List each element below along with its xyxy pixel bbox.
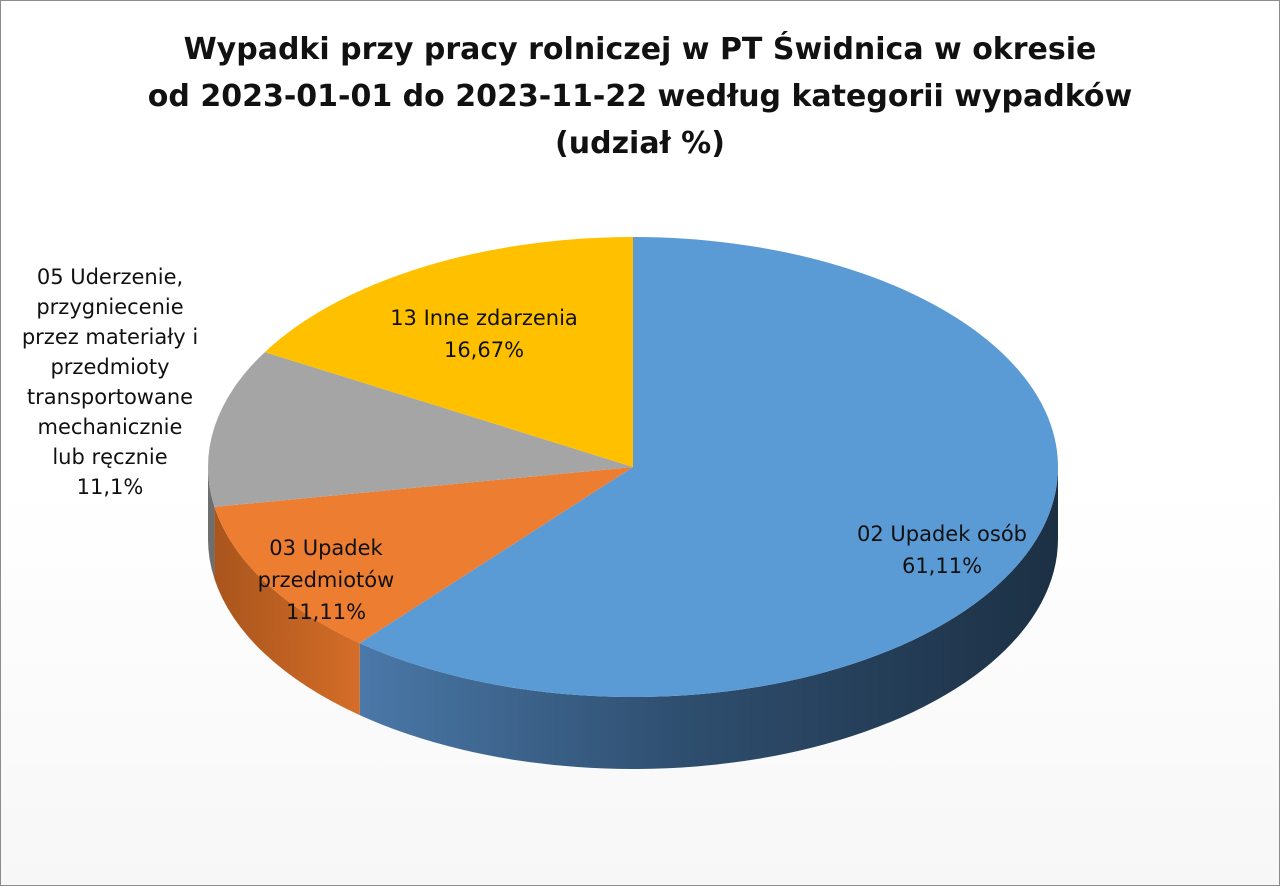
pie-slice-05-uderzenie-przygniecenie-przez-materia [208, 352, 633, 507]
data-label-line: przedmiotów [258, 568, 395, 592]
data-label-13-inne-zdarzenia: 13 Inne zdarzenia 16,67% [390, 306, 578, 362]
pie-slice-03-upadek-przedmiot-w [214, 467, 633, 644]
chart-title-line-3: (udział %) [555, 126, 725, 161]
data-label-line: 16,67% [444, 338, 524, 362]
chart-title-line-1: Wypadki przy pracy rolniczej w PT Świdni… [183, 32, 1097, 67]
chart-title-line-2: od 2023-01-01 do 2023-11-22 według kateg… [147, 79, 1133, 114]
pie-slice-13-inne-zdarzenia [264, 237, 633, 467]
pie-side-05-uderzenie-przygniecenie-przez-materia [208, 467, 215, 579]
pie-side-03-upadek-przedmiot-w [214, 506, 360, 716]
data-label-02-upadek-os-b: 02 Upadek osób 61,11% [857, 522, 1027, 578]
data-label-line: mechanicznie [38, 415, 183, 439]
data-label-line: przez materiały i [22, 325, 198, 349]
data-label-line: 03 Upadek [269, 536, 383, 560]
data-label-line: 13 Inne zdarzenia [390, 306, 578, 330]
pie-side-02-upadek-os-b [359, 467, 1058, 769]
pie-slice-02-upadek-os-b [359, 237, 1059, 697]
data-label-line: 61,11% [902, 554, 982, 578]
data-label-line: lub ręcznie [52, 445, 167, 469]
data-label-line: transportowane [27, 385, 193, 409]
data-label-line: przygniecenie [36, 295, 183, 319]
data-label-line: 02 Upadek osób [857, 522, 1027, 546]
chart-title: Wypadki przy pracy rolniczej w PT Świdni… [0, 26, 1280, 167]
data-label-03-upadek-przedmiot-w: 03 Upadek przedmiotów 11,11% [258, 536, 395, 624]
data-label-line: 05 Uderzenie, [37, 265, 183, 289]
data-label-line: 11,11% [286, 600, 366, 624]
data-label-line: 11,1% [77, 475, 144, 499]
data-label-line: przedmioty [50, 355, 169, 379]
data-label-05-uderzenie-przygniecenie-przez-materia: 05 Uderzenie, przygniecenie przez materiał… [22, 265, 198, 499]
